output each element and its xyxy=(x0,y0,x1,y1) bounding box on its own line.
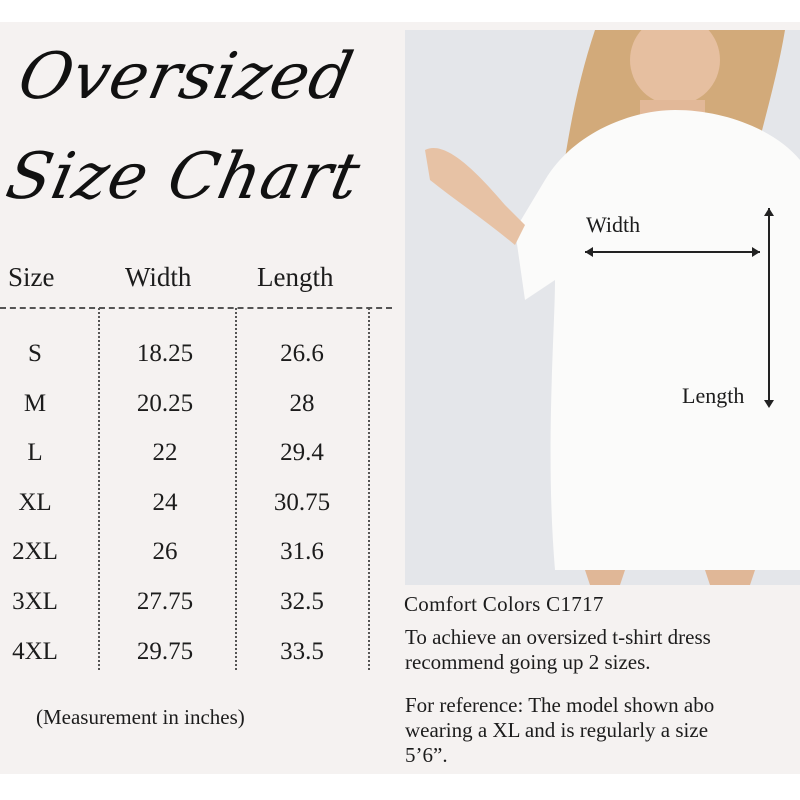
text-line: recommend going up 2 sizes. xyxy=(405,650,651,674)
length-cell: 28 xyxy=(289,389,315,417)
size-cell: S xyxy=(28,340,42,367)
width-cell: 24 xyxy=(152,488,178,516)
length-cell: 31.6 xyxy=(280,538,324,566)
width-label: Width xyxy=(586,212,641,237)
text-line: For reference: The model shown abo xyxy=(405,693,715,717)
column-divider xyxy=(235,308,237,670)
header-divider xyxy=(0,307,392,309)
column-divider xyxy=(98,308,100,670)
header-length: Length xyxy=(257,262,334,292)
width-cell: 26 xyxy=(152,538,178,566)
width-cell: 27.75 xyxy=(136,588,194,615)
sizing-advice: To achieve an oversized t-shirt dress re… xyxy=(405,625,711,675)
header-size: Size xyxy=(8,262,55,292)
model-reference: For reference: The model shown abo weari… xyxy=(405,693,714,768)
text-line: To achieve an oversized t-shirt dress xyxy=(405,625,711,649)
size-cell: 2XL xyxy=(12,538,58,566)
size-cell: 4XL xyxy=(12,637,58,665)
size-cell: XL xyxy=(18,488,52,516)
length-cell: 26.6 xyxy=(280,340,324,367)
header-width: Width xyxy=(125,262,192,292)
column-divider xyxy=(368,308,370,670)
title-line-2: Size Chart xyxy=(0,140,367,214)
measurement-note: (Measurement in inches) xyxy=(36,705,245,729)
text-line: wearing a XL and is regularly a size xyxy=(405,718,709,742)
length-cell: 30.75 xyxy=(273,488,331,516)
length-cell: 33.5 xyxy=(280,637,324,665)
title-line-1: Oversized xyxy=(12,40,360,114)
width-cell: 29.75 xyxy=(136,637,194,665)
size-cell: M xyxy=(23,389,47,417)
size-cell: L xyxy=(27,439,43,467)
size-cell: 3XL xyxy=(12,588,58,615)
width-cell: 20.25 xyxy=(136,389,194,417)
brand-name: Comfort Colors C1717 xyxy=(404,592,604,616)
length-label: Length xyxy=(682,383,745,408)
width-cell: 18.25 xyxy=(136,340,194,367)
text-line: 5’6”. xyxy=(405,743,448,767)
length-cell: 29.4 xyxy=(280,439,324,467)
width-cell: 22 xyxy=(152,439,178,467)
model-photo xyxy=(405,30,800,585)
length-cell: 32.5 xyxy=(280,588,324,615)
